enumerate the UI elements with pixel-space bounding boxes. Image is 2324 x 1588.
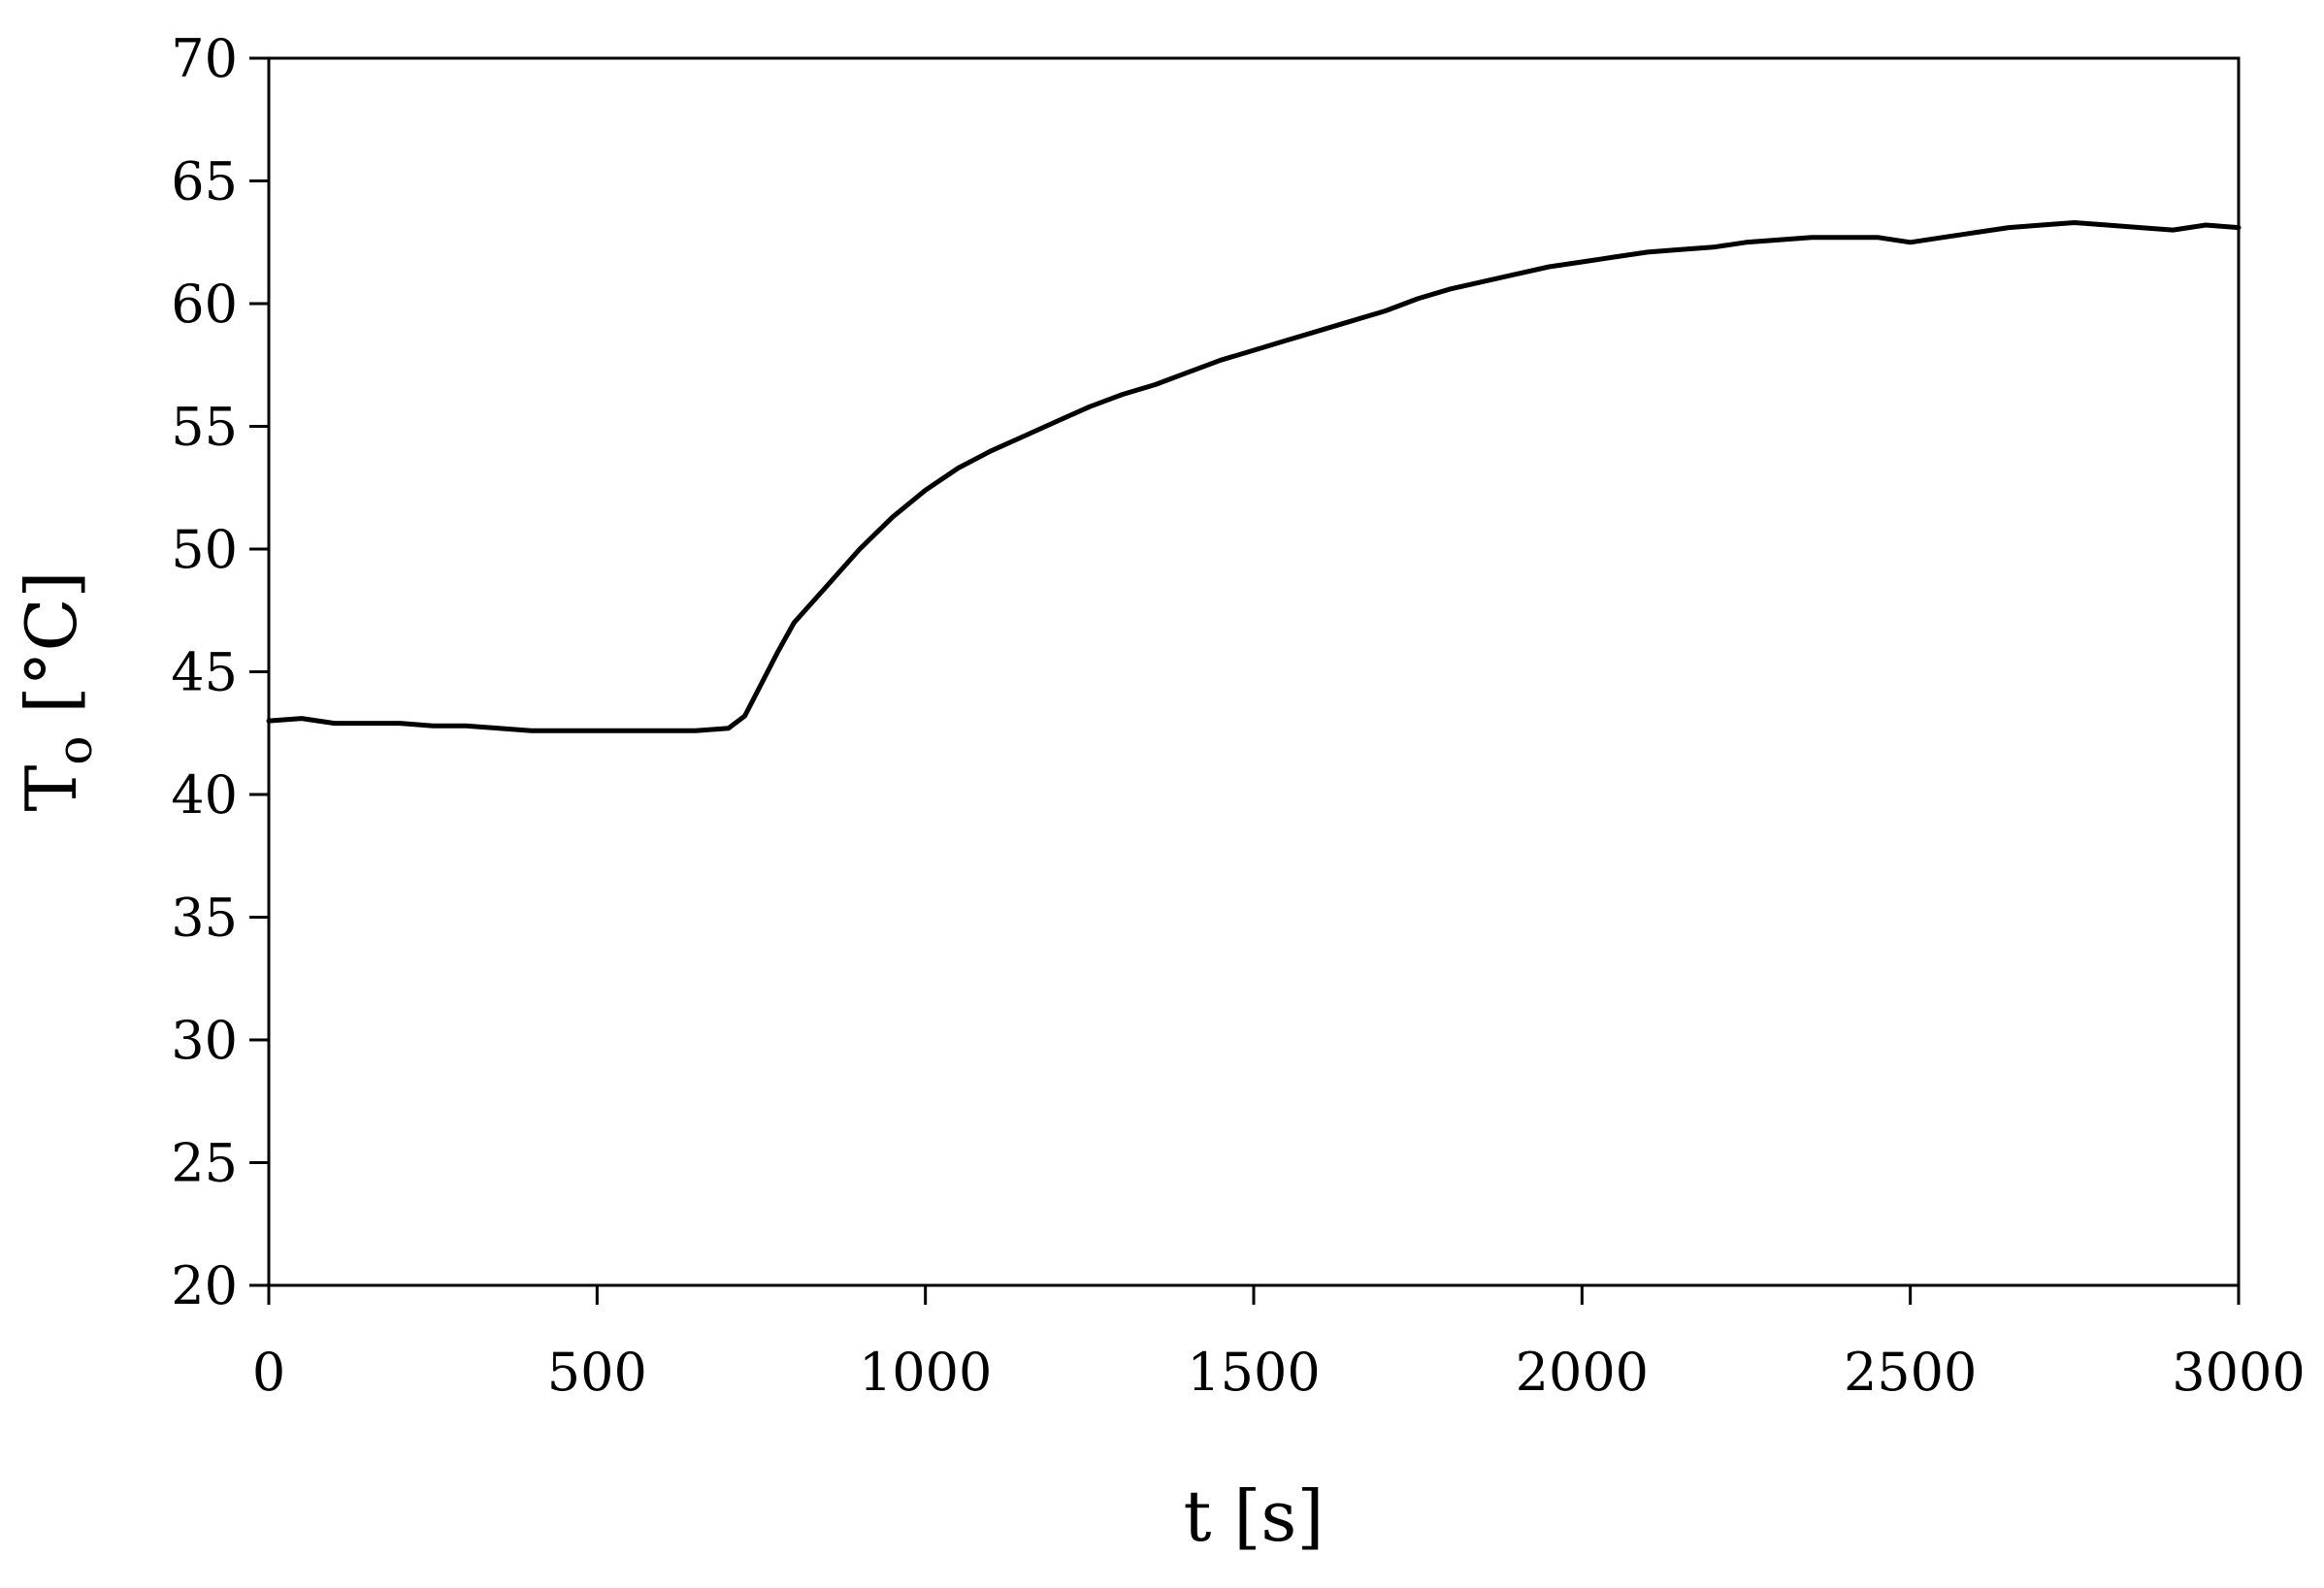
y-tick-label: 25: [171, 1133, 238, 1194]
y-axis-title-unit: [°C]: [11, 570, 92, 735]
y-tick-label: 40: [171, 764, 238, 826]
x-tick-label: 500: [547, 1342, 647, 1403]
x-tick-label: 3000: [2172, 1342, 2305, 1403]
y-tick-label: 70: [171, 28, 238, 89]
y-tick-label: 55: [171, 397, 238, 458]
y-tick-label: 35: [171, 888, 238, 949]
axis-ticks: [249, 56, 2241, 1305]
y-axis-title: To [°C]: [11, 570, 103, 811]
y-axis-title-main: T: [11, 765, 92, 812]
y-axis-title-subscript: o: [47, 736, 103, 765]
y-tick-label: 65: [171, 151, 238, 212]
x-axis-title: t [s]: [1184, 1475, 1325, 1557]
x-tick-label: 2500: [1844, 1342, 1977, 1403]
x-tick-label: 1500: [1187, 1342, 1320, 1403]
plot-area-frame: [267, 56, 2241, 1287]
y-tick-label: 45: [171, 642, 238, 703]
x-tick-label: 2000: [1516, 1342, 1649, 1403]
y-tick-label: 60: [171, 274, 238, 335]
y-tick-label: 50: [171, 519, 238, 580]
temperature-series-line: [266, 220, 2242, 733]
y-tick-label: 20: [171, 1255, 238, 1316]
x-tick-label: 0: [252, 1342, 285, 1403]
series-layer: [266, 220, 2242, 733]
x-tick-label: 1000: [859, 1342, 992, 1403]
tick-labels: 20 25 30 35 40 45 50 55 60 65 70 0 500 1000 1500 2000 25…: [171, 28, 2305, 1403]
y-tick-label: 30: [171, 1010, 238, 1071]
